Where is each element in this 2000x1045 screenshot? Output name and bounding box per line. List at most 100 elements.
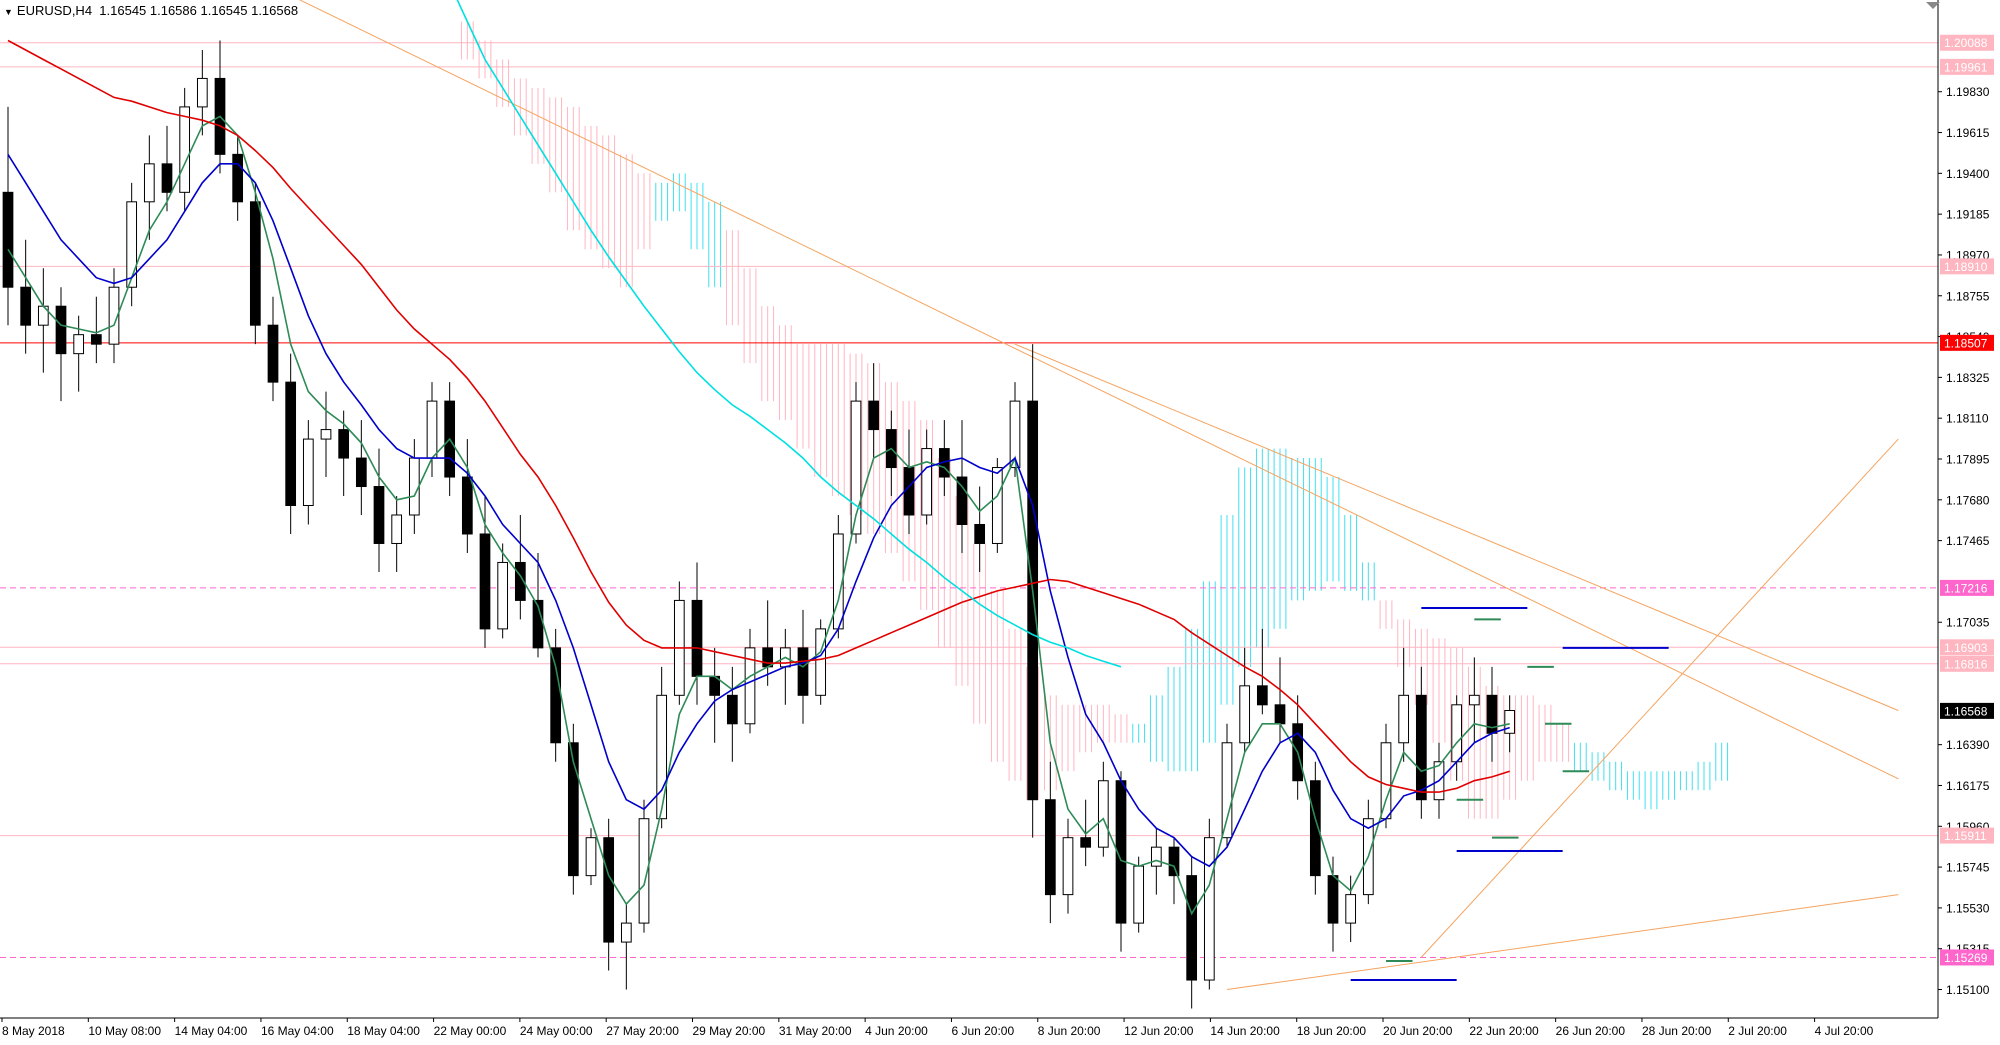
- candle-body: [373, 486, 385, 544]
- price-label: 1.16903: [1944, 641, 1988, 655]
- price-label: 1.16816: [1944, 657, 1988, 671]
- candle-body: [620, 922, 632, 943]
- price-label: 1.20088: [1944, 36, 1988, 50]
- price-label: 1.15269: [1944, 951, 1988, 965]
- candle-body: [726, 694, 738, 725]
- candle-body: [108, 286, 120, 345]
- price-tick-label: 1.17035: [1946, 616, 1990, 630]
- candle-body: [744, 647, 756, 725]
- time-tick-label: 22 May 00:00: [434, 1024, 507, 1038]
- time-tick-label: 14 Jun 20:00: [1210, 1024, 1280, 1038]
- candle-body: [391, 514, 403, 544]
- price-tick-label: 1.16390: [1946, 738, 1990, 752]
- time-tick-label: 20 Jun 20:00: [1383, 1024, 1453, 1038]
- candle-body: [1309, 780, 1321, 877]
- time-tick-label: 8 May 2018: [2, 1024, 65, 1038]
- price-label: 1.18910: [1944, 260, 1988, 274]
- candle-body: [1044, 799, 1056, 896]
- price-tick-label: 1.16175: [1946, 779, 1990, 793]
- price-tick-label: 1.17680: [1946, 493, 1990, 507]
- candle-body: [179, 106, 191, 193]
- time-tick-label: 22 Jun 20:00: [1469, 1024, 1539, 1038]
- price-tick-label: 1.18755: [1946, 289, 1990, 303]
- candle-body: [461, 476, 473, 535]
- time-tick-label: 12 Jun 20:00: [1124, 1024, 1194, 1038]
- candle-body: [126, 201, 138, 288]
- candlesticks: [2, 40, 1516, 1009]
- candle-body: [585, 837, 597, 877]
- trendline: [298, 0, 1899, 780]
- time-tick-label: 28 Jun 20:00: [1642, 1024, 1712, 1038]
- candle-body: [1186, 875, 1198, 981]
- candle-body: [868, 400, 880, 431]
- moving-average-line: [456, 0, 1122, 668]
- candle-body: [1451, 704, 1463, 763]
- shift-marker-icon: [1926, 2, 1940, 9]
- candle-body: [1345, 894, 1357, 924]
- time-tick-label: 8 Jun 20:00: [1038, 1024, 1101, 1038]
- time-tick-label: 26 Jun 20:00: [1556, 1024, 1626, 1038]
- time-tick-label: 4 Jul 20:00: [1815, 1024, 1874, 1038]
- time-tick-label: 24 May 00:00: [520, 1024, 593, 1038]
- candle-body: [497, 561, 509, 630]
- price-tick-label: 1.17465: [1946, 534, 1990, 548]
- candle-body: [1221, 742, 1233, 839]
- dropdown-triangle-icon[interactable]: ▼: [4, 7, 13, 17]
- price-tick-label: 1.19185: [1946, 208, 1990, 222]
- price-label-box: [1940, 827, 1994, 844]
- candle-body: [55, 305, 67, 355]
- price-tick-label: 1.17895: [1946, 453, 1990, 467]
- price-tick-label: 1.15530: [1946, 901, 1990, 915]
- candle-body: [815, 628, 827, 696]
- price-label-box: [1940, 58, 1994, 75]
- candle-body: [1415, 694, 1427, 801]
- candle-body: [1027, 400, 1039, 801]
- candle-body: [1398, 694, 1410, 744]
- moving-average-line: [7, 115, 1510, 916]
- candle-body: [249, 201, 261, 326]
- ichimoku-cloud: [460, 21, 1729, 819]
- candle-body: [1150, 846, 1162, 867]
- time-tick-label: 29 May 20:00: [693, 1024, 766, 1038]
- candle-body: [991, 467, 1003, 544]
- candle-body: [355, 457, 367, 488]
- candle-body: [232, 153, 244, 203]
- candle-body: [143, 163, 155, 203]
- candle-body: [1203, 837, 1215, 981]
- trendline: [1226, 894, 1899, 991]
- candle-body: [267, 324, 279, 383]
- time-tick-label: 14 May 04:00: [175, 1024, 248, 1038]
- candle-body: [73, 334, 85, 355]
- price-tick-label: 1.19615: [1946, 126, 1990, 140]
- price-label-box: [1940, 258, 1994, 275]
- price-label-box: [1940, 639, 1994, 656]
- pivot-markers: [1350, 607, 1669, 982]
- candle-body: [90, 334, 102, 345]
- time-tick-label: 16 May 04:00: [261, 1024, 334, 1038]
- candle-body: [1504, 710, 1516, 734]
- candle-body: [567, 742, 579, 877]
- time-tick-label: 18 May 04:00: [347, 1024, 420, 1038]
- candle-body: [1097, 780, 1109, 848]
- candle-body: [638, 818, 650, 924]
- candle-body: [797, 647, 809, 696]
- candle-body: [2, 191, 14, 288]
- price-tick-label: 1.19400: [1946, 167, 1990, 181]
- candle-body: [656, 694, 668, 820]
- moving-averages: [7, 0, 1510, 916]
- price-tick-label: 1.15100: [1946, 983, 1990, 997]
- moving-average-line: [7, 153, 1510, 868]
- time-tick-label: 18 Jun 20:00: [1297, 1024, 1367, 1038]
- candle-body: [161, 163, 173, 193]
- candle-body: [338, 429, 350, 459]
- candle-body: [320, 429, 332, 440]
- candle-body: [1256, 685, 1268, 706]
- price-tick-label: 1.18110: [1946, 412, 1989, 426]
- candle-body: [550, 647, 562, 744]
- candle-body: [691, 599, 703, 677]
- trendline: [1014, 343, 1899, 711]
- candle-body: [1468, 694, 1480, 706]
